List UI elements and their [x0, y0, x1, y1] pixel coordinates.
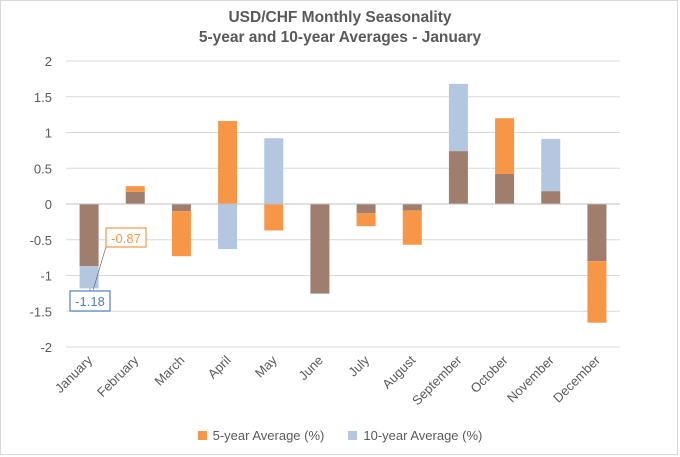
y-tick-label: -1.5	[30, 304, 52, 319]
legend-label-ten-year: 10-year Average (%)	[363, 428, 483, 443]
y-tick-label: -1	[40, 269, 52, 284]
x-tick-label: February	[94, 352, 142, 400]
bar-overlap	[541, 191, 561, 204]
legend-item-five-year: 5-year Average (%)	[197, 428, 325, 443]
bar-5yr	[171, 211, 191, 257]
y-tick-label: 2	[45, 54, 52, 69]
y-tick-label: 0.5	[34, 161, 52, 176]
callout-ten-year: -1.18	[75, 294, 105, 309]
bar-5yr	[402, 210, 422, 245]
legend-item-ten-year: 10-year Average (%)	[348, 428, 482, 443]
bar-5yr	[218, 121, 238, 204]
x-tick-label: November	[504, 352, 557, 405]
bar-overlap	[587, 204, 607, 262]
chart-legend: 5-year Average (%) 10-year Average (%)	[0, 428, 680, 443]
x-tick-label: January	[52, 352, 96, 396]
bar-overlap	[402, 204, 422, 211]
bar-10yr	[79, 266, 99, 289]
legend-swatch-ten-year	[348, 431, 358, 440]
bar-10yr	[264, 138, 284, 204]
bar-5yr	[356, 213, 376, 227]
y-tick-label: -2	[40, 340, 52, 355]
bar-5yr	[495, 118, 515, 174]
legend-swatch-five-year	[197, 431, 207, 440]
callout-leader-five-year	[92, 246, 107, 291]
bar-10yr	[218, 204, 238, 250]
bar-overlap	[310, 204, 330, 294]
bar-overlap	[79, 204, 99, 267]
y-tick-label: 1	[45, 126, 52, 141]
chart-title: USD/CHF Monthly Seasonality 5-year and 1…	[0, 8, 680, 48]
x-tick-label: April	[205, 352, 234, 381]
bar-overlap	[448, 151, 468, 204]
y-tick-label: 1.5	[34, 90, 52, 105]
y-tick-label: -0.5	[30, 233, 52, 248]
x-tick-label: March	[151, 353, 187, 389]
bar-overlap	[495, 173, 515, 204]
callout-box-ten-year	[69, 290, 111, 312]
callout-box-five-year	[105, 227, 147, 248]
bar-10yr	[448, 83, 468, 152]
x-tick-label: December	[550, 352, 603, 405]
chart-title-line1: USD/CHF Monthly Seasonality	[228, 9, 452, 26]
x-tick-label: July	[345, 352, 372, 379]
x-tick-label: June	[295, 353, 326, 384]
bar-overlap	[171, 204, 191, 212]
legend-label-five-year: 5-year Average (%)	[212, 428, 325, 443]
bar-5yr	[587, 261, 607, 323]
x-tick-label: September	[409, 352, 465, 408]
y-tick-label: 0	[45, 197, 52, 212]
x-tick-label: May	[252, 352, 280, 380]
bar-5yr	[125, 186, 145, 192]
bar-10yr	[541, 138, 561, 192]
bar-overlap	[356, 204, 376, 214]
bar-overlap	[125, 191, 145, 204]
x-tick-label: August	[379, 352, 418, 391]
x-tick-label: October	[467, 352, 511, 396]
bar-5yr	[264, 204, 284, 231]
callout-five-year: -0.87	[111, 231, 141, 246]
bar-10yr	[310, 293, 330, 295]
chart-title-line2: 5-year and 10-year Averages - January	[198, 29, 482, 46]
